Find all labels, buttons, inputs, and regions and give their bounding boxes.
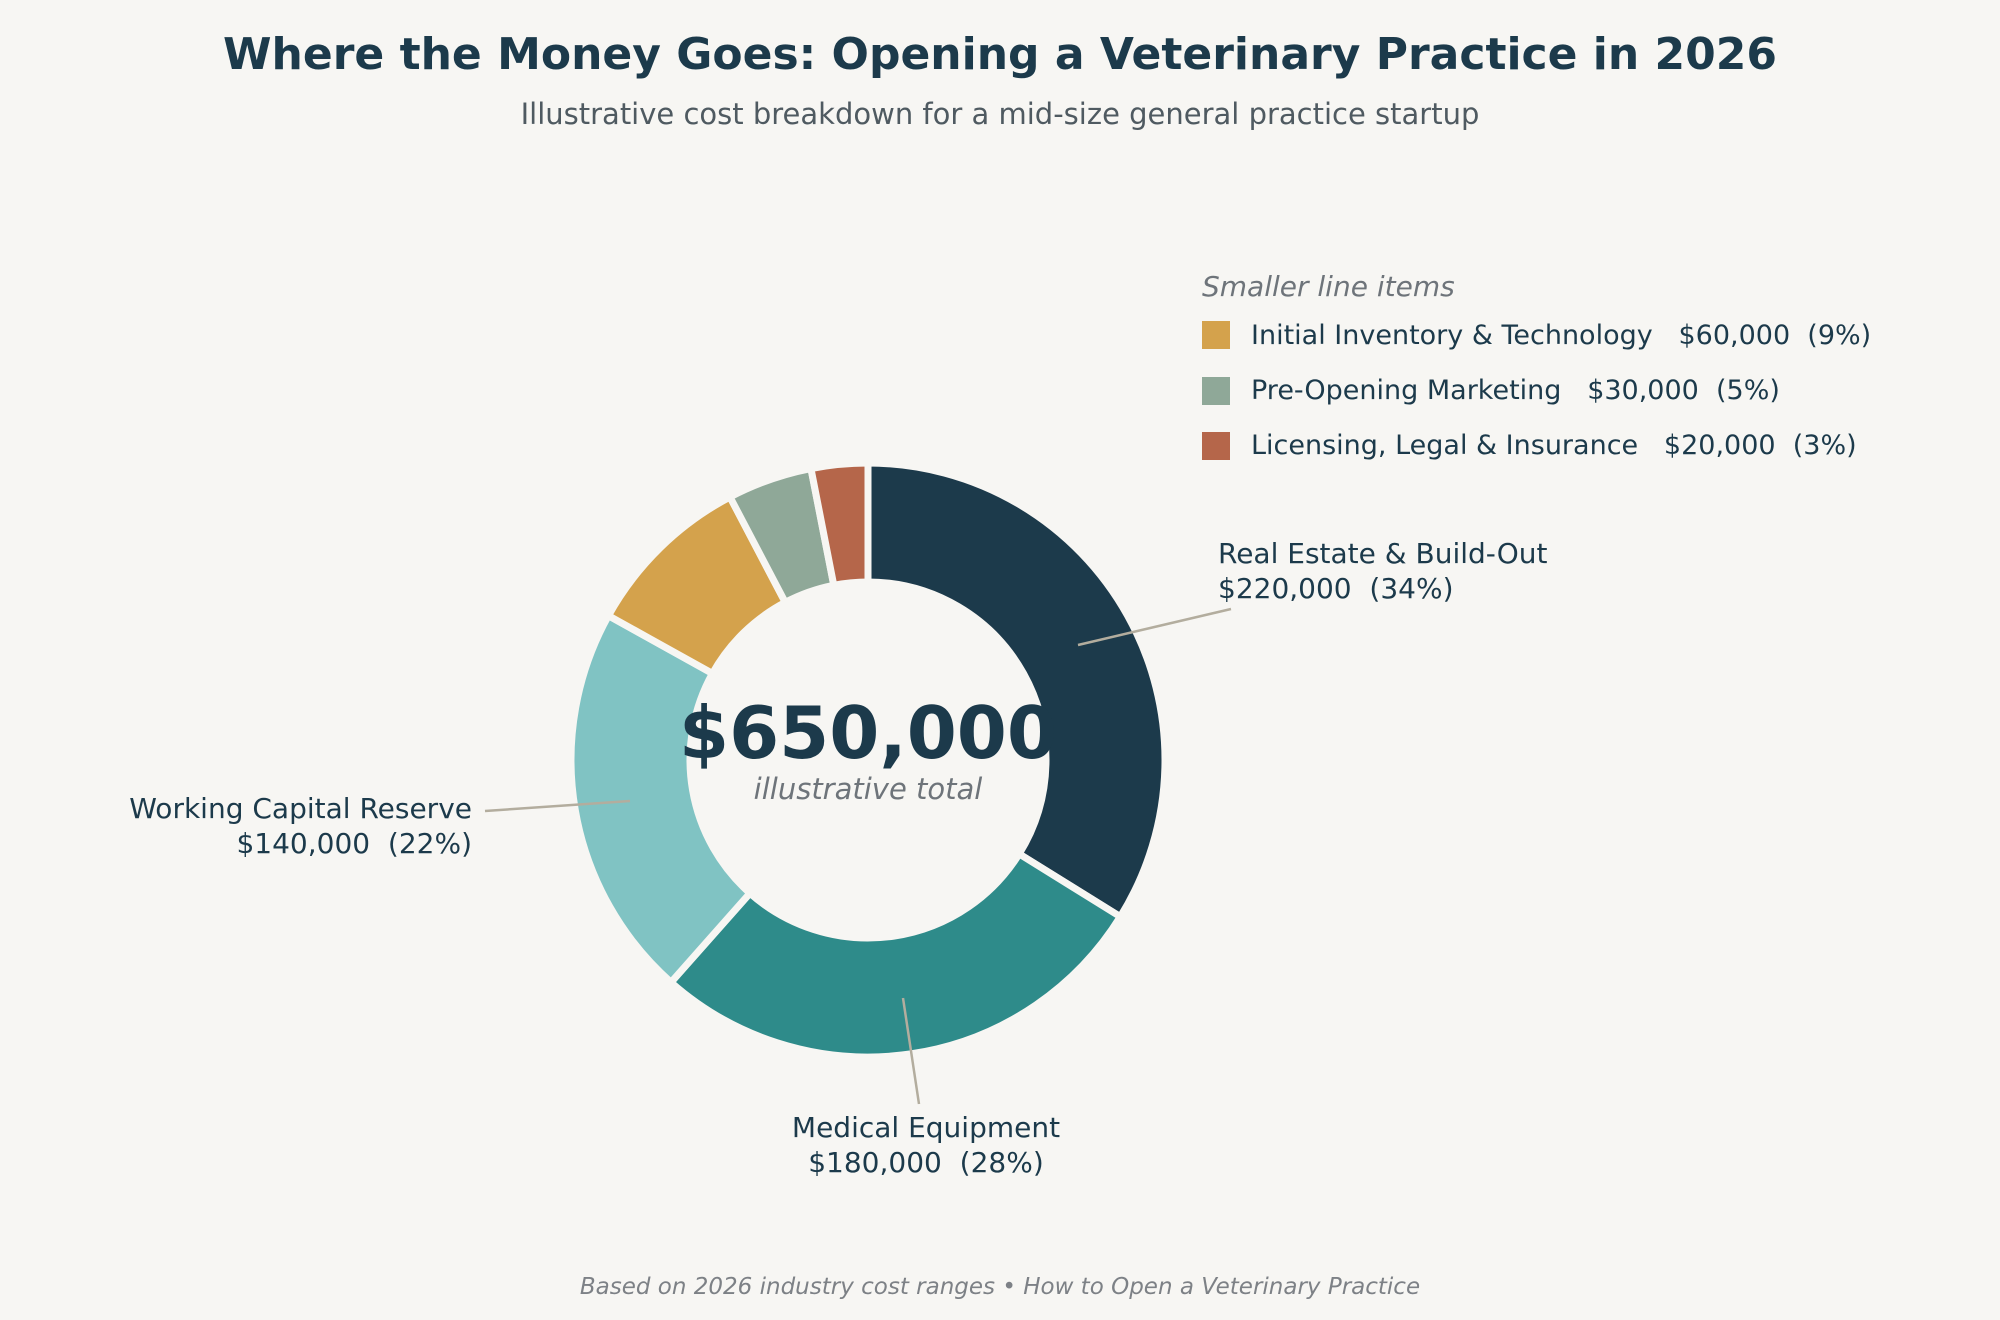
legend-item-licensing: Licensing, Legal & Insurance $20,000 (3%… <box>1251 430 1857 461</box>
leader-line-real-estate <box>1077 607 1232 647</box>
callout-value-working-capital: $140,000 (22%) <box>236 827 472 860</box>
legend: Smaller line items Initial Inventory & T… <box>1202 270 1871 461</box>
legend-swatch-marketing <box>1202 377 1230 405</box>
callout-value-medical-equipment: $180,000 (28%) <box>808 1146 1044 1179</box>
chart-title: Where the Money Goes: Opening a Veterina… <box>223 29 1777 80</box>
leader-line-medical-equipment <box>901 997 921 1105</box>
legend-item-marketing: Pre-Opening Marketing $30,000 (5%) <box>1251 375 1780 406</box>
callout-label-working-capital: Working Capital Reserve <box>129 792 472 825</box>
center-label: illustrative total <box>754 772 983 806</box>
legend-swatch-inventory <box>1202 321 1230 349</box>
legend-title: Smaller line items <box>1202 270 1455 303</box>
donut-slices <box>567 459 1169 1061</box>
chart-subtitle: Illustrative cost breakdown for a mid-si… <box>521 97 1480 131</box>
callout-value-real-estate: $220,000 (34%) <box>1218 572 1454 605</box>
callout-label-real-estate: Real Estate & Build-Out <box>1218 537 1547 570</box>
slice-licensing-legal-insurance <box>806 459 872 590</box>
slice-medical-equipment <box>666 849 1126 1061</box>
legend-swatch-licensing <box>1202 432 1230 460</box>
slice-real-estate-build-out <box>864 459 1169 922</box>
legend-item-inventory: Initial Inventory & Technology $60,000 (… <box>1251 320 1871 351</box>
chart-footer: Based on 2026 industry cost ranges • How… <box>580 1274 1420 1300</box>
center-total: $650,000 <box>679 691 1057 775</box>
slice-working-capital-reserve <box>567 610 755 988</box>
leader-line-working-capital <box>484 799 631 813</box>
callout-label-medical-equipment: Medical Equipment <box>792 1111 1060 1144</box>
